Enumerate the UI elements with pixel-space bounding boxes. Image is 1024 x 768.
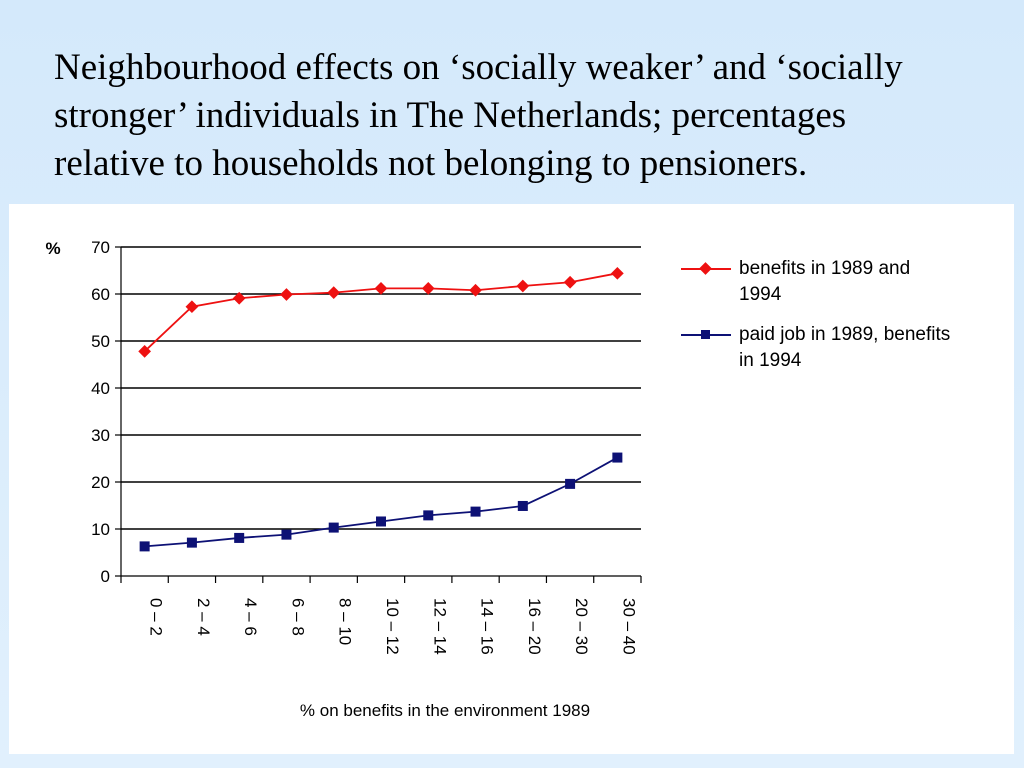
data-point-square: [328, 522, 339, 533]
y-tick-label: 30: [91, 426, 110, 445]
legend-item-series-1: paid job in 1989, benefits in 1994: [681, 322, 1011, 374]
data-point-diamond: [469, 283, 482, 297]
slide-title-line: stronger’ individuals in The Netherlands…: [54, 95, 847, 136]
legend-label: 1994: [739, 284, 782, 305]
data-point-square: [376, 516, 386, 527]
x-tick-label: 0 – 2: [147, 598, 166, 636]
y-tick-label: 70: [91, 238, 110, 257]
legend-label: in 1994: [739, 350, 802, 371]
data-point-square: [565, 478, 576, 489]
x-tick-label: 6 – 8: [288, 598, 307, 636]
slide-title-line: relative to households not belonging to …: [54, 143, 808, 184]
data-point-square: [423, 510, 434, 521]
chart-legend: benefits in 1989 and 1994 paid job in 19…: [681, 256, 1011, 388]
legend-label: benefits in 1989 and: [739, 258, 911, 279]
data-point-square: [612, 452, 623, 463]
data-point-square: [281, 529, 292, 540]
x-axis-label: % on benefits in the environment 1989: [300, 701, 590, 720]
data-point-diamond: [421, 281, 435, 295]
y-tick-label: 50: [91, 332, 110, 351]
legend-swatch-square: [681, 322, 731, 348]
x-tick-label: 30 – 40: [619, 598, 638, 655]
legend-swatch-diamond: [681, 256, 731, 282]
slide-title-line: Neighbourhood effects on ‘socially weake…: [54, 47, 903, 88]
legend-item-series-0: benefits in 1989 and 1994: [681, 256, 1011, 308]
x-tick-label: 8 – 10: [336, 598, 355, 645]
data-point-diamond: [516, 279, 530, 293]
line-chart: 0 10 20 30 40 50 60 70% 0 – 2 2 – 4 4 – 6 6 – 8 8 – …: [45, 238, 642, 720]
legend-label: paid job in 1989, benefits: [739, 324, 951, 345]
series-line-1: [144, 456, 618, 548]
x-tick-label: 4 – 6: [241, 598, 260, 636]
data-point-diamond: [563, 275, 577, 289]
y-tick-label: 40: [91, 379, 110, 398]
x-tick-label: 14 – 16: [478, 598, 497, 655]
y-axis-label: %: [45, 239, 60, 258]
x-tick-label: 16 – 20: [525, 598, 544, 655]
data-point-square: [517, 500, 528, 511]
data-point-diamond: [374, 281, 388, 295]
y-tick-label: 20: [91, 473, 110, 492]
chart-panel: 0 10 20 30 40 50 60 70% 0 – 2 2 – 4 4 – 6 6 – 8 8 – …: [9, 204, 1014, 754]
data-point-diamond: [232, 291, 246, 305]
y-tick-label: 10: [91, 520, 110, 539]
data-point-square: [234, 532, 245, 543]
x-tick-label: 20 – 30: [572, 598, 591, 655]
data-point-square: [186, 537, 197, 548]
y-tick-label: 0: [101, 567, 110, 586]
data-point-square: [470, 506, 481, 517]
x-tick-label: 2 – 4: [194, 598, 213, 636]
y-tick-label: 60: [91, 285, 110, 304]
data-point-diamond: [185, 300, 199, 314]
data-point-diamond: [138, 344, 152, 358]
data-point-diamond: [327, 286, 341, 299]
data-point-diamond: [280, 288, 293, 301]
data-point-square: [139, 541, 150, 552]
x-tick-label: 12 – 14: [430, 598, 449, 655]
slide-title: Neighbourhood effects on ‘socially weake…: [54, 44, 994, 188]
data-point-diamond: [610, 266, 624, 280]
x-tick-label: 10 – 12: [383, 598, 402, 655]
